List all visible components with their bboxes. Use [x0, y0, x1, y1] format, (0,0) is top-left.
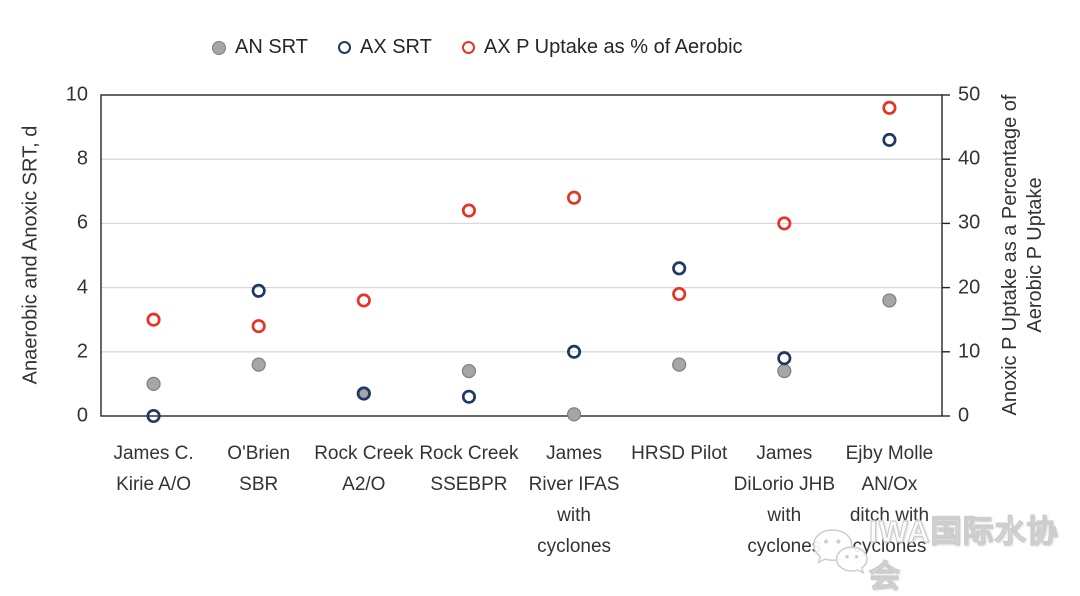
watermark-text: IWA国际水协会 — [868, 513, 1059, 594]
marker-ax-srt-1 — [251, 283, 266, 298]
legend-label: AX P Uptake as % of Aerobic — [483, 36, 743, 58]
right-axis-tick-label: 40 — [958, 147, 981, 170]
legend-marker-icon — [461, 41, 475, 54]
legend-marker-icon — [212, 40, 226, 55]
left-axis-tick-label: 6 — [76, 211, 88, 234]
marker-ax-srt-7 — [882, 132, 897, 147]
wechat-icon — [812, 529, 868, 575]
right-axis-tick-label: 10 — [958, 340, 981, 363]
marker-ax-srt-6 — [777, 351, 792, 366]
plot-border — [100, 94, 943, 417]
marker-an-srt-4 — [566, 407, 582, 422]
x-axis-label-7: Ejby Molle AN/Ox ditch with cyclones — [845, 443, 934, 557]
chart-page: { "colors": { "an_srt_fill": "#A6A6A6", … — [19, 36, 1059, 595]
marker-an-srt-3 — [461, 363, 477, 379]
marker-an-srt-6 — [777, 363, 792, 379]
marker-ax-srt-4 — [567, 344, 582, 359]
legend-item-ax-p-uptake-as-of-aerobic: AX P Uptake as % of Aerobic — [461, 36, 743, 59]
marker-ax-p-uptake-as-of-aerobic-1 — [251, 319, 266, 334]
x-axis-label-3: Rock Creek SSEBPR — [419, 443, 519, 495]
marker-ax-p-uptake-as-of-aerobic-2 — [356, 293, 371, 308]
watermark: IWA国际水协会 — [808, 506, 1080, 596]
marker-ax-p-uptake-as-of-aerobic-4 — [567, 190, 582, 205]
right-axis-tick-label: 20 — [958, 276, 981, 299]
legend-marker-icon — [337, 41, 351, 54]
left-axis-tick-label: 2 — [76, 340, 88, 363]
marker-an-srt-1 — [251, 357, 266, 372]
marker-ax-p-uptake-as-of-aerobic-5 — [672, 286, 687, 302]
marker-ax-p-uptake-as-of-aerobic-3 — [461, 203, 476, 218]
x-axis-label-0: James C. Kirie A/O — [113, 443, 194, 495]
marker-ax-p-uptake-as-of-aerobic-7 — [882, 100, 897, 115]
right-axis-tick-label: 50 — [958, 83, 981, 106]
left-axis-tick-label: 10 — [65, 83, 88, 106]
legend-item-an-srt: AN SRT — [212, 36, 308, 59]
legend: AN SRT AX SRT AX P Uptake as % of Aerobic — [212, 36, 743, 59]
x-axis-label-2: Rock Creek A2/O — [314, 443, 414, 495]
left-axis-tick-label: 8 — [76, 147, 88, 170]
marker-an-srt-0 — [146, 376, 161, 391]
legend-label: AX SRT — [359, 36, 432, 58]
x-axis-label-5: HRSD Pilot — [631, 443, 728, 464]
marker-ax-srt-5 — [672, 261, 687, 276]
x-axis-label-4: James River IFAS with cyclones — [528, 443, 620, 557]
right-axis-tick-label: 30 — [958, 211, 981, 234]
marker-ax-p-uptake-as-of-aerobic-0 — [146, 312, 161, 327]
marker-ax-srt-0 — [146, 408, 161, 424]
left-axis-tick-label: 4 — [76, 276, 88, 299]
x-axis-label-6: James DiLorio JHB with cyclones — [733, 443, 835, 557]
marker-ax-p-uptake-as-of-aerobic-6 — [777, 216, 792, 231]
marker-an-srt-7 — [882, 293, 897, 308]
right-axis-tick-label: 0 — [958, 404, 970, 427]
left-axis-tick-label: 0 — [76, 404, 88, 427]
legend-label: AN SRT — [235, 36, 308, 58]
legend-item-ax-srt: AX SRT — [337, 36, 432, 59]
marker-an-srt-5 — [672, 357, 687, 372]
marker-ax-srt-3 — [461, 389, 476, 404]
marker-ax-srt-2 — [356, 386, 371, 401]
x-axis-label-1: O'Brien SBR — [227, 443, 291, 495]
plot-area — [100, 94, 950, 424]
